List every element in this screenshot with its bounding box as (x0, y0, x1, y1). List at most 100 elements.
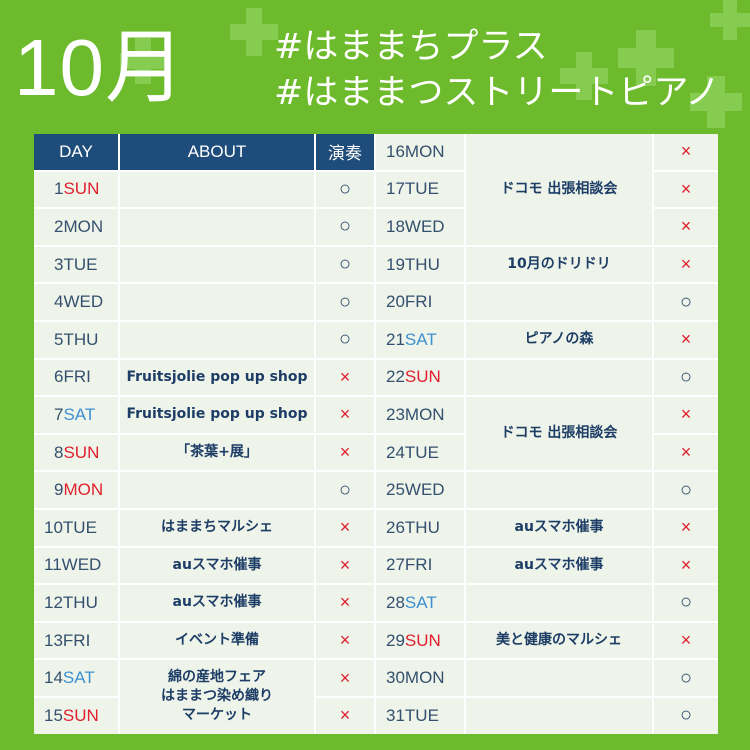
event-text: Fruitsjolie pop up shop (126, 368, 308, 385)
day-of-week: WED (63, 292, 104, 312)
day-cell: 14 SAT (34, 660, 118, 696)
day-cell: 19 THU (376, 246, 464, 283)
day-number: 2 (54, 216, 64, 236)
background-plus-icon (230, 8, 278, 56)
day-cell: 4 WED (34, 284, 118, 320)
performance-mark: × (654, 397, 718, 433)
day-of-week: WED (404, 216, 445, 236)
event-text: 美と健康のマルシェ (496, 632, 622, 649)
day-number: 26 (386, 517, 405, 537)
performance-mark: × (316, 660, 374, 696)
event-text: マーケット (182, 707, 252, 724)
day-cell: 10 TUE (34, 510, 118, 546)
day-of-week: SAT (62, 668, 95, 688)
day-number: 24 (386, 442, 405, 462)
event-cell (120, 246, 314, 283)
day-of-week: SUN (62, 705, 99, 725)
day-cell: 1 SUN (34, 171, 118, 208)
day-cell: 2 MON (34, 209, 118, 245)
performance-mark: ○ (316, 472, 374, 508)
day-of-week: SAT (404, 592, 437, 612)
performance-mark: × (654, 510, 718, 546)
performance-mark: ○ (654, 284, 718, 320)
day-number: 28 (386, 592, 405, 612)
day-cell: 28 SAT (376, 585, 464, 621)
event-cell: 綿の産地フェア はままつ染め織り マーケット (120, 660, 314, 734)
event-cell: ピアノの森 (466, 322, 652, 358)
day-number: 14 (44, 668, 63, 688)
day-cell: 27 FRI (376, 547, 464, 584)
background-plus-icon (710, 0, 750, 40)
day-of-week: MON (63, 216, 104, 236)
day-number: 17 (386, 179, 405, 199)
day-number: 4 (54, 292, 64, 312)
event-text: ドコモ 出張相談会 (500, 425, 618, 442)
day-of-week: SAT (63, 404, 96, 424)
performance-mark: × (316, 434, 374, 471)
event-cell: auスマホ催事 (120, 585, 314, 621)
performance-mark: × (316, 510, 374, 546)
day-cell: 8 SUN (34, 434, 118, 471)
event-cell (120, 284, 314, 320)
day-number: 22 (386, 367, 405, 387)
column-header-day: DAY (34, 134, 118, 170)
performance-mark: × (316, 547, 374, 584)
day-cell: 18 WED (376, 209, 464, 245)
day-cell: 17 TUE (376, 171, 464, 208)
day-cell: 3 TUE (34, 246, 118, 283)
day-of-week: FRI (62, 630, 91, 650)
day-number: 8 (54, 442, 64, 462)
event-text: Fruitsjolie pop up shop (126, 406, 308, 423)
day-of-week: THU (62, 592, 98, 612)
day-cell: 9 MON (34, 472, 118, 508)
hashtag-hamamachi-plus: #はままちプラス (274, 27, 548, 67)
day-cell: 31 TUE (376, 698, 464, 734)
hashtag-street-piano: #はままつストリートピアノ (274, 73, 721, 113)
performance-mark: ○ (316, 246, 374, 283)
performance-mark: × (316, 698, 374, 734)
day-of-week: WED (61, 555, 102, 575)
day-of-week: WED (404, 480, 445, 500)
event-cell (466, 585, 652, 621)
event-cell: auスマホ催事 (466, 510, 652, 546)
day-of-week: TUE (404, 705, 439, 725)
day-cell: 11 WED (34, 547, 118, 584)
day-cell: 7 SAT (34, 397, 118, 433)
column-header-performance: 演奏 (316, 134, 374, 170)
day-cell: 24 TUE (376, 434, 464, 471)
performance-mark: × (654, 246, 718, 283)
performance-mark: ○ (654, 472, 718, 508)
event-cell: Fruitsjolie pop up shop (120, 397, 314, 433)
day-cell: 16 MON (376, 134, 464, 170)
performance-mark: × (654, 434, 718, 471)
day-number: 29 (386, 630, 405, 650)
day-cell: 29 SUN (376, 622, 464, 659)
event-text: ドコモ 出張相談会 (500, 180, 618, 197)
performance-mark: × (316, 397, 374, 433)
day-number: 25 (386, 480, 405, 500)
day-number: 18 (386, 216, 405, 236)
day-of-week: THU (404, 517, 440, 537)
event-cell: Fruitsjolie pop up shop (120, 359, 314, 396)
day-of-week: MON (404, 141, 445, 161)
event-cell (120, 322, 314, 358)
event-cell (120, 209, 314, 245)
day-cell: 25 WED (376, 472, 464, 508)
schedule-table: DAY ABOUT 演奏 1 SUN ○ 2 MON ○ 3 TUE ○ 4 WED ○ 5 THU ○… (34, 134, 718, 734)
day-cell: 21 SAT (376, 322, 464, 358)
performance-mark: × (654, 622, 718, 659)
day-of-week: FRI (63, 367, 91, 387)
performance-mark: × (316, 359, 374, 396)
day-of-week: MON (63, 480, 104, 500)
performance-mark: ○ (316, 322, 374, 358)
event-cell (466, 660, 652, 696)
performance-mark: ○ (316, 171, 374, 208)
day-of-week: SUN (63, 179, 100, 199)
month-title: 10月 (14, 23, 186, 112)
event-text: 綿の産地フェア (168, 669, 266, 686)
event-text: はままつ染め織り (161, 688, 273, 705)
event-cell: auスマホ催事 (466, 547, 652, 584)
event-text: ピアノの森 (524, 331, 594, 348)
event-text: auスマホ催事 (514, 519, 604, 536)
day-number: 30 (386, 668, 405, 688)
